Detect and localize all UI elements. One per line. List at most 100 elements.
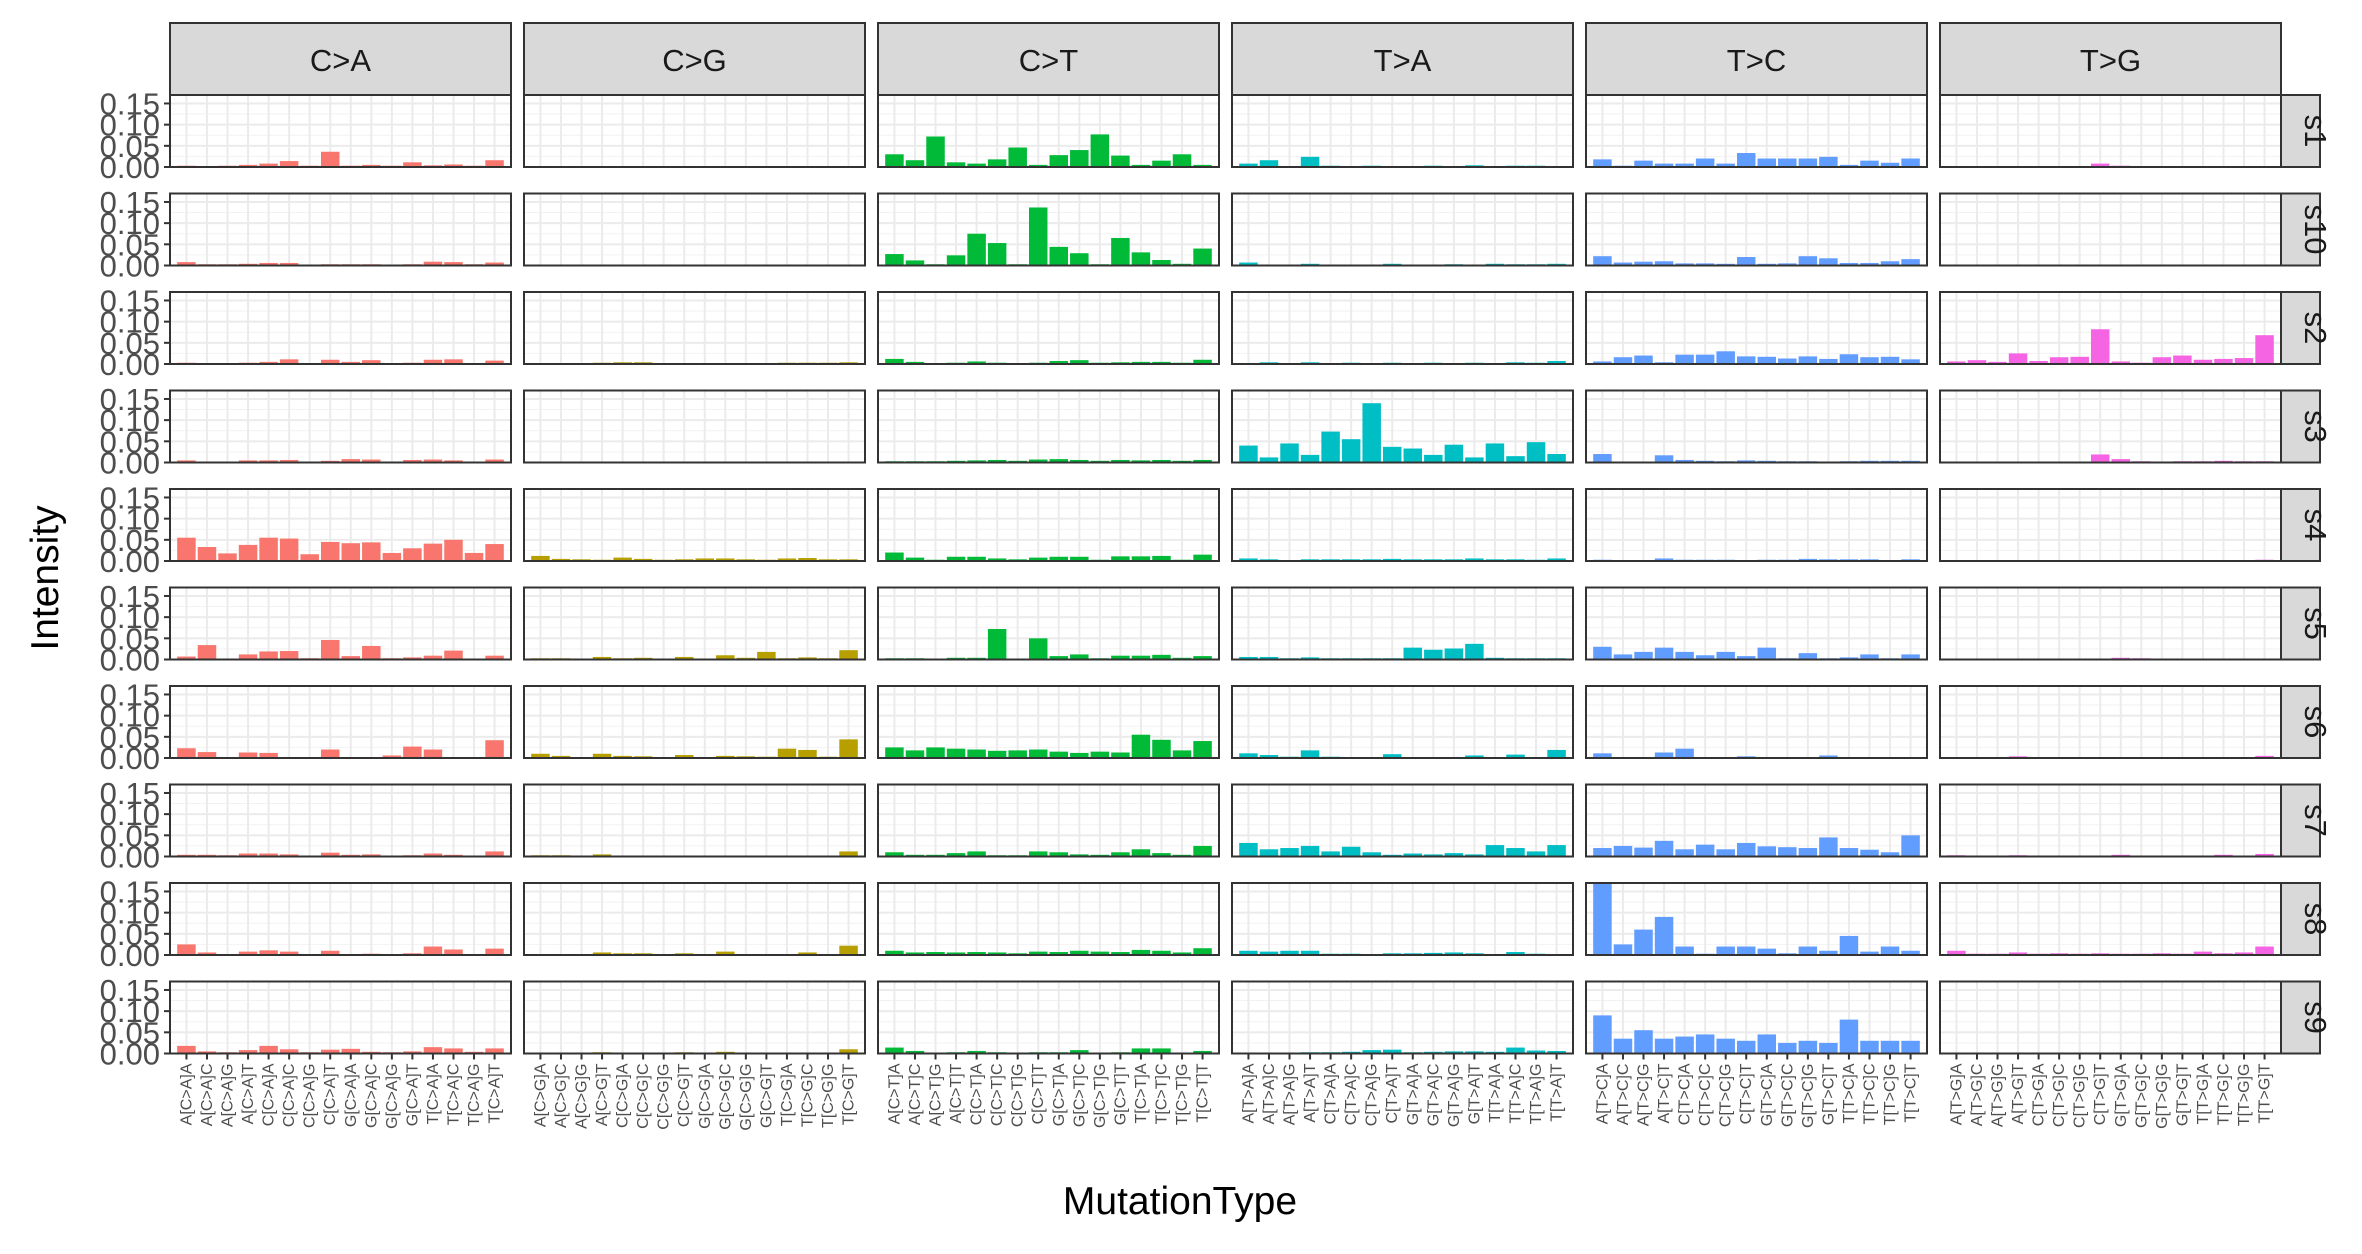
bar xyxy=(1758,648,1776,660)
bar xyxy=(1152,740,1170,758)
bar xyxy=(1301,846,1319,857)
x-tick-label: G[T>C]C xyxy=(1779,1064,1796,1128)
row-strip-label: s10 xyxy=(2298,205,2333,255)
x-tick-label: A[T>C]T xyxy=(1656,1063,1673,1123)
x-tick-label: A[T>G]C xyxy=(1969,1064,1986,1127)
x-tick-label: T[T>G]A xyxy=(2195,1063,2212,1124)
x-tick-label: T[T>A]T xyxy=(1549,1063,1566,1121)
x-tick-label: A[T>A]T xyxy=(1302,1063,1319,1122)
x-tick-label: C[T>C]T xyxy=(1738,1063,1755,1124)
bar xyxy=(1881,357,1899,364)
x-tick-label: G[T>C]A xyxy=(1759,1063,1776,1126)
bar xyxy=(259,651,277,659)
bar xyxy=(1758,846,1776,856)
x-tick-label: G[C>G]G xyxy=(738,1064,755,1131)
bar xyxy=(1593,647,1611,660)
bar xyxy=(1840,354,1858,364)
x-tick-label: G[T>G]C xyxy=(2133,1064,2150,1128)
x-tick-label: T[C>T]C xyxy=(1153,1064,1170,1125)
bar xyxy=(2091,329,2109,364)
x-tick-label: T[C>G]T xyxy=(841,1063,858,1125)
bar xyxy=(1799,1041,1817,1054)
x-tick-label: G[C>A]A xyxy=(343,1063,360,1127)
bar xyxy=(362,542,380,561)
x-tick-label: G[C>T]T xyxy=(1112,1063,1129,1125)
bar xyxy=(1547,845,1565,856)
bar xyxy=(1819,1043,1837,1054)
bar xyxy=(1716,351,1734,364)
bar xyxy=(1737,843,1755,857)
bar xyxy=(1193,741,1211,758)
bar xyxy=(1655,1039,1673,1054)
x-tick-label: T[T>C]G xyxy=(1882,1064,1899,1126)
x-tick-label: G[T>C]T xyxy=(1820,1063,1837,1125)
bar xyxy=(1593,883,1611,955)
bar xyxy=(1111,238,1129,266)
bar xyxy=(1799,159,1817,167)
bar xyxy=(1614,944,1632,955)
bar xyxy=(1634,848,1652,857)
x-tick-label: G[T>G]T xyxy=(2174,1063,2191,1126)
bar xyxy=(1050,247,1068,266)
bar xyxy=(1132,849,1150,856)
y-tick-label: 0.15 xyxy=(100,382,160,417)
x-tick-label: C[T>G]T xyxy=(2092,1063,2109,1125)
bar xyxy=(1593,159,1611,167)
bar xyxy=(1716,1039,1734,1054)
x-tick-label: A[T>C]G xyxy=(1636,1064,1653,1127)
x-tick-label: G[C>T]A xyxy=(1051,1063,1068,1126)
bar xyxy=(1506,848,1524,856)
x-tick-label: G[C>T]C xyxy=(1071,1064,1088,1128)
bar xyxy=(1840,848,1858,856)
row-strip-label: s8 xyxy=(2298,903,2333,936)
bar xyxy=(1070,150,1088,167)
bar xyxy=(2070,357,2088,364)
bar xyxy=(1819,157,1837,167)
bar xyxy=(1901,159,1919,167)
bar xyxy=(2255,335,2273,364)
x-tick-label: A[T>A]A xyxy=(1240,1063,1257,1123)
x-tick-label: C[T>G]G xyxy=(2072,1064,2089,1128)
bar xyxy=(906,160,924,167)
bar xyxy=(383,553,401,561)
x-tick-label: T[C>T]A xyxy=(1133,1063,1150,1123)
bar xyxy=(1424,455,1442,463)
x-tick-label: G[T>A]G xyxy=(1446,1064,1463,1128)
bar xyxy=(342,543,360,561)
bar xyxy=(1193,948,1211,955)
bar xyxy=(1799,848,1817,856)
x-tick-label: A[T>A]G xyxy=(1282,1064,1299,1126)
bar xyxy=(1193,846,1211,857)
bar xyxy=(1404,648,1422,660)
bar xyxy=(757,652,775,660)
bar xyxy=(280,539,298,561)
bar xyxy=(259,1046,277,1054)
bar xyxy=(1737,356,1755,364)
bar xyxy=(1737,153,1755,167)
bar xyxy=(403,747,421,758)
x-tick-label: A[T>C]C xyxy=(1615,1064,1632,1126)
bar xyxy=(1342,847,1360,857)
x-tick-label: C[T>C]C xyxy=(1697,1064,1714,1127)
x-tick-label: A[C>G]A xyxy=(532,1063,549,1127)
bar xyxy=(1737,257,1755,265)
bar xyxy=(485,160,503,167)
y-tick-label: 0.15 xyxy=(100,677,160,712)
x-tick-label: T[T>A]C xyxy=(1507,1064,1524,1124)
bar xyxy=(1050,155,1068,167)
bar xyxy=(444,651,462,660)
bar xyxy=(1860,1041,1878,1054)
x-tick-label: T[C>G]A xyxy=(779,1063,796,1126)
bar xyxy=(1547,454,1565,462)
bar xyxy=(259,538,277,561)
bar xyxy=(321,152,339,167)
bar xyxy=(198,645,216,659)
bar xyxy=(1029,750,1047,758)
bar xyxy=(1593,1015,1611,1053)
x-tick-label: A[T>G]G xyxy=(1990,1064,2007,1128)
bar xyxy=(1758,357,1776,364)
bar xyxy=(1799,356,1817,364)
column-strip-label: C>A xyxy=(310,43,371,78)
y-tick-label: 0.15 xyxy=(100,579,160,614)
x-tick-label: T[C>A]G xyxy=(466,1064,483,1127)
